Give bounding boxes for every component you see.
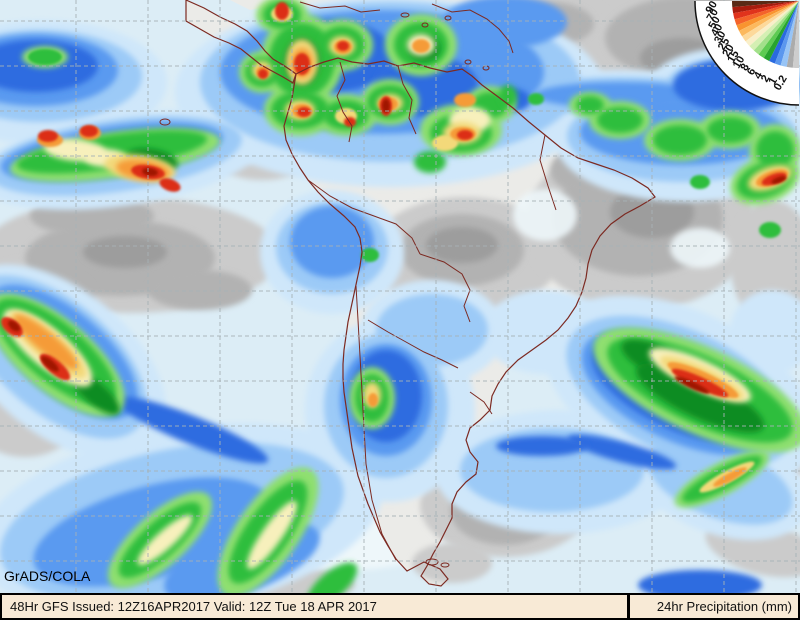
legend-value-label: 1 xyxy=(766,76,779,87)
legend-wedge xyxy=(745,1,799,47)
legend-value-label: 50 xyxy=(706,14,723,31)
legend-value-label: 8 xyxy=(738,62,751,73)
legend-wedge xyxy=(786,1,799,68)
legend-value-label: 25 xyxy=(716,36,733,53)
legend-wedge xyxy=(758,1,799,58)
legend-value-label: 20 xyxy=(720,42,737,59)
legend-wedge xyxy=(774,1,799,66)
grads-cola-attribution: GrADS/COLA xyxy=(4,568,91,584)
gridline-layer xyxy=(0,0,800,593)
legend-value-label: 15 xyxy=(725,48,742,65)
legend-wedge xyxy=(739,1,799,37)
legend-wedge xyxy=(780,1,799,67)
legend-value-label: 70 xyxy=(705,7,722,24)
legend-value-label: 30 xyxy=(712,29,729,46)
legend-value-label: 90 xyxy=(704,0,721,16)
legend-wedge xyxy=(742,1,799,42)
legend-wedge xyxy=(734,1,799,26)
legend-value-label: 2 xyxy=(759,73,772,84)
legend-wedge xyxy=(749,1,799,51)
legend-wedge xyxy=(733,1,799,20)
legend-wedge xyxy=(763,1,799,61)
legend-wedge xyxy=(753,1,799,55)
legend-wedge xyxy=(769,1,799,64)
legend-value-label: 10 xyxy=(731,54,748,71)
legend-wedge xyxy=(792,1,799,68)
legend-wedge xyxy=(736,1,799,31)
status-bar: 48Hr GFS Issued: 12Z16APR2017 Valid: 12Z… xyxy=(0,593,800,620)
units-label: 24hr Precipitation (mm) xyxy=(628,593,800,620)
legend-value-label: 6 xyxy=(745,66,758,77)
issued-valid-label: 48Hr GFS Issued: 12Z16APR2017 Valid: 12Z… xyxy=(0,593,628,620)
legend-value-label: 40 xyxy=(709,22,726,39)
legend-wedge xyxy=(732,1,799,8)
legend-wedge xyxy=(732,1,799,14)
